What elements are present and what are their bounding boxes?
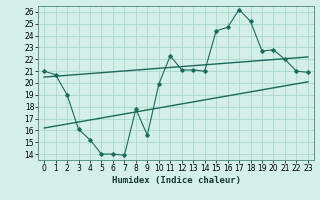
X-axis label: Humidex (Indice chaleur): Humidex (Indice chaleur) [111,176,241,185]
